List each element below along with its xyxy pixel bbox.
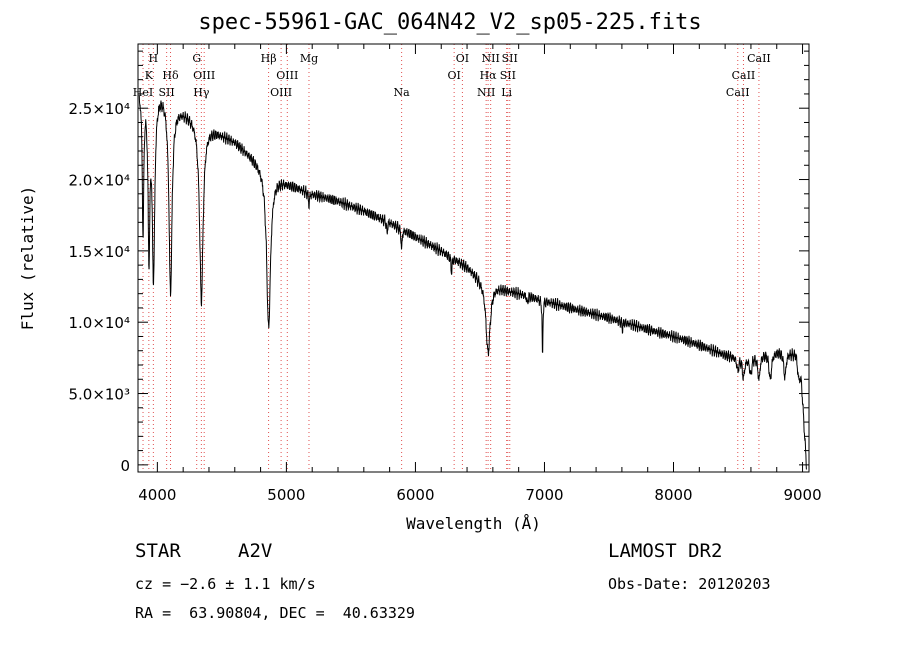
y-tick-label-0: 0 — [120, 457, 130, 475]
axis-labels: Wavelength (Å) Flux (relative) — [18, 186, 541, 533]
line-marker-label-20: SII — [502, 52, 518, 65]
chart-title: spec-55961-GAC_064N42_V2_sp05-225.fits — [198, 10, 702, 35]
x-tick-label-1: 5000 — [267, 486, 305, 504]
line-marker-label-6: Hγ — [193, 86, 210, 99]
y-axis-label: Flux (relative) — [18, 186, 37, 331]
y-tick-label-3: 1.5×10⁴ — [68, 243, 130, 261]
x-tick-label-3: 7000 — [525, 486, 563, 504]
line-marker-label-11: Mg — [300, 52, 318, 65]
line-marker-label-8: Hβ — [261, 52, 277, 65]
x-tick-label-4: 8000 — [654, 486, 692, 504]
survey-name: LAMOST DR2 — [608, 540, 723, 562]
line-markers: HeIKHSIIHδGHγOIIIHβOIIIOIIIMgNaOIOINIIHα… — [133, 44, 771, 472]
axis-ticks: 4000 5000 6000 7000 8000 9000 0 5.0×10³ 1.0×10⁴ 1… — [68, 44, 822, 504]
line-marker-label-1: K — [145, 69, 154, 82]
line-marker-label-23: CaII — [747, 52, 771, 65]
x-axis-label: Wavelength (Å) — [406, 514, 541, 533]
x-tick-label-2: 6000 — [396, 486, 434, 504]
line-marker-label-22: CaII — [732, 69, 756, 82]
spectrum-line — [138, 95, 807, 470]
y-tick-label-2: 1.0×10⁴ — [68, 314, 130, 332]
object-type: A2V — [238, 540, 273, 562]
line-marker-label-17: NII — [481, 52, 499, 65]
line-marker-label-18: Li — [501, 86, 512, 99]
line-marker-label-15: NII — [477, 86, 495, 99]
line-marker-label-7: OIII — [193, 69, 215, 82]
x-tick-label-5: 9000 — [783, 486, 821, 504]
object-class: STAR — [135, 540, 181, 562]
y-tick-label-5: 2.5×10⁴ — [68, 100, 130, 118]
line-marker-label-10: OIII — [276, 69, 298, 82]
x-tick-label-0: 4000 — [138, 486, 176, 504]
line-marker-label-3: SII — [159, 86, 175, 99]
observation-date: Obs-Date: 20120203 — [608, 575, 771, 593]
redshift-cz: cz = −2.6 ± 1.1 km/s — [135, 575, 316, 593]
line-marker-label-19: SII — [500, 69, 516, 82]
line-marker-label-14: OI — [456, 52, 469, 65]
y-tick-label-1: 5.0×10³ — [68, 386, 130, 404]
line-marker-label-12: Na — [394, 86, 411, 99]
line-marker-label-16: Hα — [480, 69, 498, 82]
line-marker-label-4: Hδ — [162, 69, 179, 82]
line-marker-label-5: G — [192, 52, 201, 65]
plot-frame — [137, 43, 810, 473]
line-marker-label-0: HeI — [133, 86, 153, 99]
line-marker-label-9: OIII — [270, 86, 292, 99]
ra-dec: RA = 63.90804, DEC = 40.63329 — [135, 604, 415, 622]
line-marker-label-21: CaII — [726, 86, 750, 99]
line-marker-label-13: OI — [447, 69, 460, 82]
line-marker-label-2: H — [149, 52, 159, 65]
spectrum-series — [138, 95, 807, 470]
y-tick-label-4: 2.0×10⁴ — [68, 172, 130, 190]
